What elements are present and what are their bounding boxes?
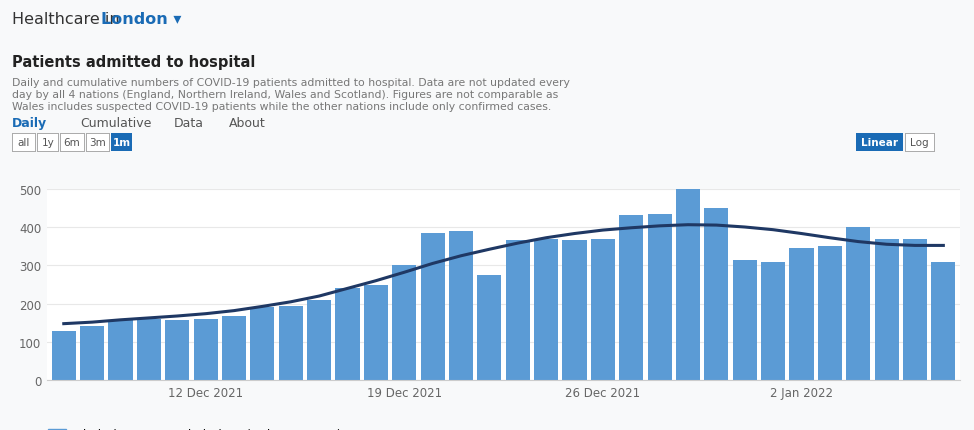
Text: Healthcare in: Healthcare in (12, 12, 125, 27)
Legend: Admissions, Admissions (7-day average): Admissions, Admissions (7-day average) (44, 423, 346, 430)
Bar (393, 266, 416, 381)
Text: Daily and cumulative numbers of COVID-19 patients admitted to hospital. Data are: Daily and cumulative numbers of COVID-19… (12, 78, 570, 88)
Bar (875, 240, 899, 381)
Bar (307, 300, 331, 381)
Bar (194, 319, 218, 381)
Bar (421, 233, 445, 381)
Bar (80, 326, 104, 381)
Text: About: About (229, 117, 266, 130)
Bar (562, 241, 586, 381)
Bar (818, 246, 842, 381)
Bar (789, 249, 813, 381)
Text: Patients admitted to hospital: Patients admitted to hospital (12, 55, 255, 70)
Bar (250, 307, 275, 381)
Bar (279, 306, 303, 381)
Bar (761, 262, 785, 381)
Text: Daily: Daily (12, 117, 47, 130)
Bar (222, 316, 246, 381)
Bar (676, 185, 700, 381)
Bar (335, 289, 359, 381)
Bar (903, 240, 927, 381)
Bar (591, 239, 615, 381)
Text: 6m: 6m (63, 137, 81, 147)
Text: Log: Log (910, 137, 929, 147)
Bar (449, 231, 473, 381)
Bar (732, 260, 757, 381)
Text: 1m: 1m (113, 137, 131, 147)
Text: 1y: 1y (41, 137, 55, 147)
Text: Data: Data (173, 117, 204, 130)
Bar (166, 320, 189, 381)
Text: Linear: Linear (861, 137, 898, 147)
Bar (619, 216, 643, 381)
Bar (108, 320, 132, 381)
Text: Wales includes suspected COVID-19 patients while the other nations include only : Wales includes suspected COVID-19 patien… (12, 101, 551, 111)
Text: London ▾: London ▾ (101, 12, 182, 27)
Text: all: all (18, 137, 29, 147)
Bar (846, 227, 871, 381)
Bar (136, 319, 161, 381)
Bar (534, 239, 558, 381)
Bar (931, 262, 955, 381)
Text: Cumulative: Cumulative (80, 117, 151, 130)
Bar (506, 241, 530, 381)
Text: day by all 4 nations (England, Northern Ireland, Wales and Scotland). Figures ar: day by all 4 nations (England, Northern … (12, 90, 558, 100)
Text: 3m: 3m (89, 137, 106, 147)
Bar (648, 214, 672, 381)
Bar (52, 331, 76, 381)
Bar (704, 208, 729, 381)
Bar (477, 275, 502, 381)
Bar (364, 286, 388, 381)
